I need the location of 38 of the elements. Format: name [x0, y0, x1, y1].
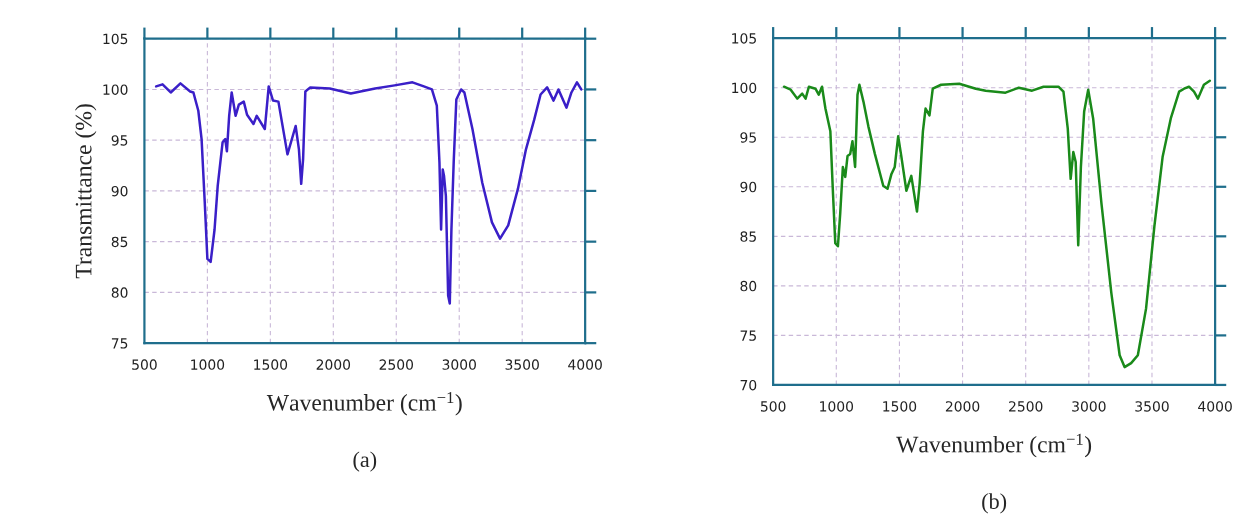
y-tick-label: 95 — [111, 135, 128, 146]
y-tick-label: 90 — [740, 181, 757, 193]
x-tick-label: 3000 — [1072, 401, 1106, 412]
y-tick-label: 85 — [740, 231, 756, 242]
x-tick-label: 2500 — [379, 359, 414, 370]
x-tick-label: 1500 — [883, 401, 917, 412]
x-tick-label: 2500 — [1009, 401, 1043, 412]
x-tick-label: 2000 — [316, 359, 351, 370]
y-tick-label: 90 — [111, 185, 128, 197]
y-tick-label: 105 — [732, 33, 756, 44]
y-tick-label: 100 — [732, 82, 757, 94]
text: (a) — [353, 451, 377, 472]
y-tick-label: 105 — [103, 33, 128, 45]
y-tick-label: 75 — [740, 330, 756, 341]
x-tick-label: 500 — [132, 359, 157, 370]
x-tick-label: 3000 — [442, 359, 476, 370]
text: (b) — [982, 493, 1007, 514]
y-tick-label: 70 — [740, 379, 757, 391]
line-series — [782, 79, 1212, 369]
x-tick-label: 3500 — [1135, 401, 1169, 412]
x-axis-title: Wavenumber (cm$^{−1}$) — [896, 433, 1092, 458]
y-axis-title: Transmittance (%) — [74, 104, 97, 279]
x-tick-label: 1500 — [254, 359, 288, 370]
x-tick-label: 2000 — [945, 401, 980, 412]
x-tick-label: 4000 — [568, 359, 602, 370]
x-tick-label: 3500 — [505, 359, 539, 370]
y-tick-label: 85 — [111, 236, 128, 248]
y-tick-label: 95 — [740, 132, 756, 143]
y-tick-label: 80 — [740, 280, 757, 292]
y-tick-label: 75 — [111, 338, 128, 349]
x-axis-title: Wavenumber (cm$^{−1}$) — [266, 392, 462, 416]
y-tick-label: 80 — [111, 287, 128, 298]
x-tick-label: 1000 — [820, 401, 854, 412]
x-tick-label: 500 — [760, 401, 786, 412]
x-tick-label: 1000 — [191, 359, 225, 370]
line-series — [154, 81, 583, 305]
x-tick-label: 4000 — [1198, 401, 1232, 412]
y-tick-label: 100 — [103, 84, 128, 95]
